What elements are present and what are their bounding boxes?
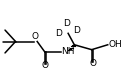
Text: D: D bbox=[73, 26, 80, 35]
Text: D: D bbox=[55, 29, 62, 38]
Text: O: O bbox=[89, 59, 96, 68]
Text: O: O bbox=[31, 32, 38, 41]
Text: OH: OH bbox=[108, 40, 122, 49]
Text: NH: NH bbox=[62, 47, 75, 56]
Text: O: O bbox=[42, 61, 49, 70]
Text: D: D bbox=[64, 19, 70, 28]
